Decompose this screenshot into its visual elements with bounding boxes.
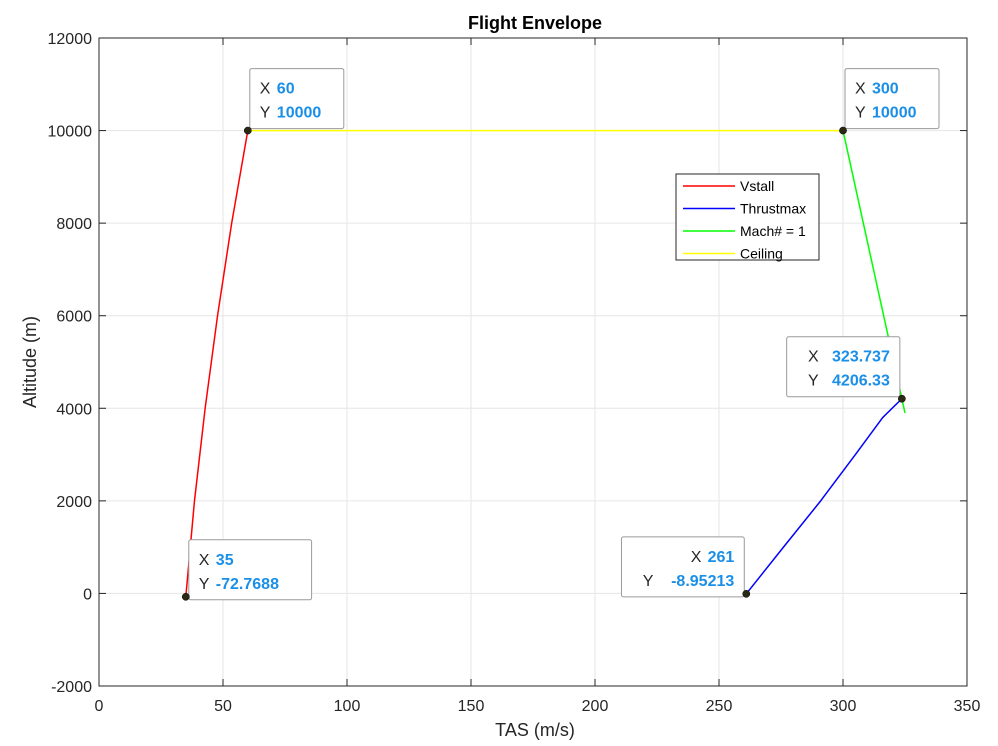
- x-tick-label: 100: [334, 698, 361, 715]
- datatip-x-value: 323.737: [832, 349, 890, 366]
- datatip-x-key: X: [855, 81, 866, 98]
- y-tick-label: 2000: [56, 494, 92, 511]
- y-tick-label: -2000: [51, 679, 92, 696]
- datatip-y-key: Y: [808, 373, 819, 390]
- legend-label: Ceiling: [740, 246, 783, 262]
- datatip[interactable]: X 300 Y 10000: [839, 68, 940, 135]
- datatip-marker[interactable]: [742, 589, 751, 598]
- datatip-x-value: 60: [277, 81, 295, 98]
- datatip-box: [844, 68, 940, 130]
- x-tick-label: 50: [214, 698, 232, 715]
- datatip-y-key: Y: [199, 576, 210, 593]
- datatip-box: [620, 536, 745, 598]
- y-tick-label: 4000: [56, 401, 92, 418]
- datatip-y-value: 10000: [277, 105, 322, 122]
- x-tick-label: 200: [582, 698, 609, 715]
- legend-entry-vstall[interactable]: Vstall: [683, 178, 774, 194]
- datatip-box: [786, 336, 901, 398]
- datatip-y-value: 10000: [872, 105, 917, 122]
- datatip-box: [249, 68, 345, 130]
- y-axis-label: Altitude (m): [20, 316, 40, 408]
- y-tick-label: 12000: [48, 31, 93, 48]
- datatip[interactable]: 261 X -8.95213 Y: [620, 536, 751, 598]
- legend-label: Thrustmax: [740, 201, 806, 217]
- chart-title: Flight Envelope: [468, 13, 602, 33]
- y-tick-label: 6000: [56, 309, 92, 326]
- y-tick-label: 10000: [48, 124, 93, 141]
- datatip-x-key: X: [260, 81, 271, 98]
- series-line-vstall[interactable]: [185, 130, 249, 597]
- datatip-y-value: -72.7688: [216, 576, 279, 593]
- datatip-x-key: X: [808, 349, 819, 366]
- legend[interactable]: Vstall Thrustmax Mach# = 1 Ceiling: [675, 173, 820, 262]
- legend-entry-mach-1[interactable]: Mach# = 1: [683, 223, 806, 239]
- datatip-x-key: X: [199, 552, 210, 569]
- datatip-box: [188, 539, 313, 601]
- x-axis-label: TAS (m/s): [495, 720, 575, 740]
- grid: [99, 38, 967, 686]
- datatip-y-value: 4206.33: [832, 373, 890, 390]
- datatip-y-value: -8.95213: [671, 573, 734, 590]
- datatip-x-value: 35: [216, 552, 234, 569]
- datatip-y-key: Y: [855, 105, 866, 122]
- x-tick-label: 250: [706, 698, 733, 715]
- x-tick-label: 300: [830, 698, 857, 715]
- datatip[interactable]: 323.737 X 4206.33 Y: [786, 336, 906, 403]
- legend-label: Mach# = 1: [740, 223, 806, 239]
- datatip[interactable]: X 35 Y -72.7688: [181, 539, 313, 601]
- datatip-y-key: Y: [643, 573, 654, 590]
- datatip-marker[interactable]: [898, 394, 906, 403]
- datatip-marker[interactable]: [839, 126, 847, 135]
- plot-area-border: [98, 37, 968, 687]
- datatip-marker[interactable]: [243, 126, 252, 135]
- axis-ticks: 0 50 100 150 200 250 300 350-200002000400060008…: [48, 31, 981, 715]
- x-tick-label: 150: [458, 698, 485, 715]
- x-tick-label: 0: [95, 698, 104, 715]
- legend-entry-ceiling[interactable]: Ceiling: [683, 246, 783, 262]
- legend-box: [675, 173, 820, 261]
- series-line-thrustmax[interactable]: [745, 398, 903, 595]
- series-lines: [185, 129, 906, 597]
- datatip-x-key: X: [691, 549, 702, 566]
- x-tick-label: 350: [954, 698, 981, 715]
- datatip-marker[interactable]: [181, 592, 190, 601]
- datatip[interactable]: X 60 Y 10000: [243, 68, 345, 135]
- y-tick-label: 8000: [56, 216, 92, 233]
- datatip-x-value: 300: [872, 81, 899, 98]
- datatip-x-value: 261: [708, 549, 735, 566]
- legend-entry-thrustmax[interactable]: Thrustmax: [683, 201, 806, 217]
- legend-label: Vstall: [740, 178, 774, 194]
- y-tick-label: 0: [83, 586, 92, 603]
- datatip-y-key: Y: [260, 105, 271, 122]
